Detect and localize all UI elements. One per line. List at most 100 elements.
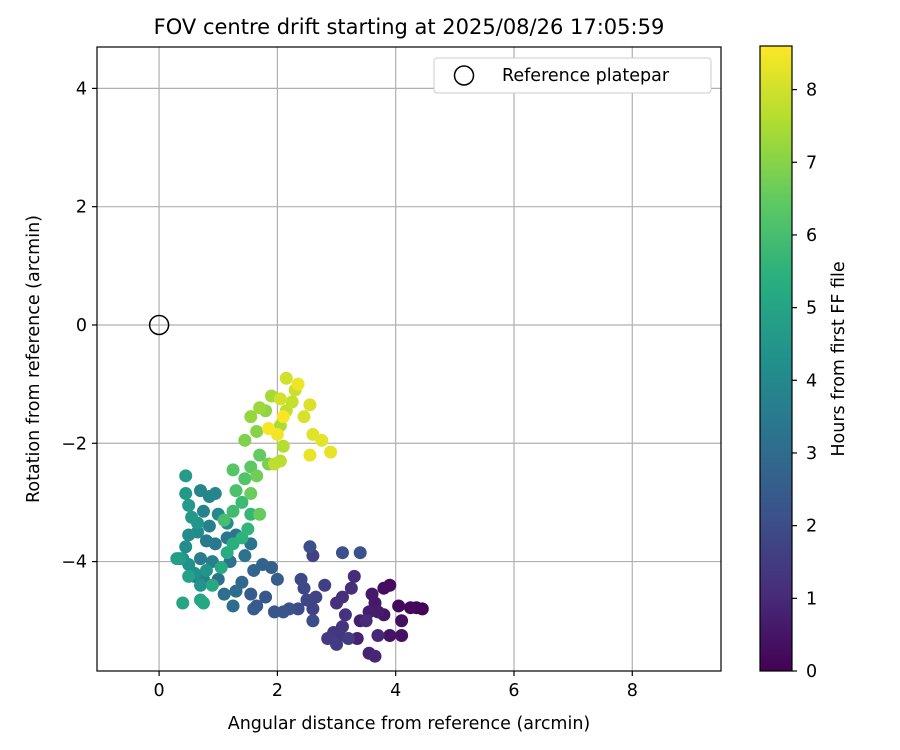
data-point bbox=[347, 569, 361, 583]
x-axis-label: Angular distance from reference (arcmin) bbox=[228, 714, 591, 734]
data-point bbox=[300, 593, 314, 607]
data-point bbox=[229, 484, 243, 498]
data-point bbox=[291, 377, 305, 391]
data-point bbox=[238, 472, 252, 486]
data-point bbox=[279, 371, 293, 385]
data-point bbox=[226, 504, 240, 518]
data-point bbox=[303, 448, 317, 462]
colorbar-tick-label: 5 bbox=[806, 299, 817, 319]
x-tick-label: 4 bbox=[390, 681, 401, 701]
data-point bbox=[338, 608, 352, 622]
x-tick-label: 8 bbox=[627, 681, 638, 701]
data-point bbox=[371, 629, 385, 643]
colorbar-tick-label: 3 bbox=[806, 444, 817, 464]
plot-frame bbox=[96, 46, 722, 672]
y-axis-ticks: −4 −2 0 2 4 bbox=[61, 79, 97, 573]
data-point bbox=[306, 614, 320, 628]
y-tick-label: 2 bbox=[76, 198, 87, 218]
x-axis-ticks: 0 2 4 6 8 bbox=[154, 671, 638, 701]
data-point bbox=[365, 587, 379, 601]
data-point bbox=[226, 599, 240, 613]
data-point bbox=[244, 587, 258, 601]
data-point bbox=[303, 398, 317, 412]
colorbar-tick-label: 4 bbox=[806, 371, 817, 391]
data-points bbox=[170, 371, 429, 663]
data-point bbox=[238, 433, 252, 447]
colorbar-tick-label: 1 bbox=[806, 589, 817, 609]
data-point bbox=[238, 549, 252, 563]
data-point bbox=[196, 596, 210, 610]
colorbar-tick-label: 7 bbox=[806, 153, 817, 173]
data-point bbox=[359, 614, 373, 628]
colorbar bbox=[759, 45, 793, 672]
data-point bbox=[273, 392, 287, 406]
data-point bbox=[262, 421, 276, 435]
data-point bbox=[344, 581, 358, 595]
y-tick-label: 0 bbox=[76, 316, 87, 336]
colorbar-label: Hours from first FF file bbox=[829, 261, 849, 456]
data-point bbox=[244, 410, 258, 424]
data-point bbox=[267, 605, 281, 619]
data-point bbox=[259, 590, 273, 604]
legend-marker-reference bbox=[453, 65, 475, 86]
y-axis-label: Rotation from reference (arcmin) bbox=[24, 215, 44, 503]
x-tick-label: 0 bbox=[154, 681, 165, 701]
data-point bbox=[199, 563, 213, 577]
data-point bbox=[330, 596, 344, 610]
data-point bbox=[196, 504, 210, 518]
data-point bbox=[253, 507, 267, 521]
data-point bbox=[276, 439, 290, 453]
data-point bbox=[194, 578, 208, 592]
data-point bbox=[185, 510, 199, 524]
data-point bbox=[244, 487, 258, 501]
data-point bbox=[324, 445, 338, 459]
data-point bbox=[229, 584, 243, 598]
data-point bbox=[392, 599, 406, 613]
data-point bbox=[253, 448, 267, 462]
reference-marker bbox=[148, 314, 170, 336]
colorbar-tick-label: 6 bbox=[806, 226, 817, 246]
data-point bbox=[395, 629, 409, 643]
x-tick-label: 2 bbox=[272, 681, 283, 701]
data-point bbox=[235, 495, 249, 509]
data-point bbox=[353, 546, 367, 560]
data-point bbox=[202, 519, 216, 533]
data-point bbox=[383, 629, 397, 643]
data-point bbox=[179, 469, 193, 483]
colorbar-tick-label: 2 bbox=[806, 517, 817, 537]
data-point bbox=[294, 572, 308, 586]
data-point bbox=[247, 563, 261, 577]
data-point bbox=[303, 540, 317, 554]
data-point bbox=[315, 433, 329, 447]
y-tick-label: −2 bbox=[61, 434, 87, 454]
data-point bbox=[270, 572, 284, 586]
data-point bbox=[335, 546, 349, 560]
data-point bbox=[250, 424, 264, 438]
reference-platepar-marker bbox=[148, 314, 170, 336]
data-point bbox=[170, 552, 184, 566]
data-point bbox=[250, 469, 264, 483]
colorbar-tick-label: 8 bbox=[806, 81, 817, 101]
data-point bbox=[194, 552, 208, 566]
data-point bbox=[182, 498, 196, 512]
data-point bbox=[199, 534, 213, 548]
data-point bbox=[247, 602, 261, 616]
legend: Reference platepar bbox=[433, 57, 712, 94]
x-tick-label: 6 bbox=[508, 681, 519, 701]
legend-box bbox=[433, 57, 712, 94]
y-tick-label: 4 bbox=[76, 79, 87, 99]
data-point bbox=[208, 487, 222, 501]
data-point bbox=[395, 614, 409, 628]
data-point bbox=[253, 401, 267, 415]
data-point bbox=[368, 649, 382, 663]
data-point bbox=[318, 578, 332, 592]
data-point bbox=[297, 410, 311, 424]
data-point bbox=[205, 578, 219, 592]
data-point bbox=[182, 569, 196, 583]
legend-entry-reference: Reference platepar bbox=[502, 66, 670, 86]
colorbar-ticks: 0 1 2 3 4 5 6 7 8 bbox=[792, 81, 817, 682]
chart-title: FOV centre drift starting at 2025/08/26 … bbox=[154, 15, 665, 39]
data-point bbox=[226, 463, 240, 477]
data-point bbox=[330, 637, 344, 651]
